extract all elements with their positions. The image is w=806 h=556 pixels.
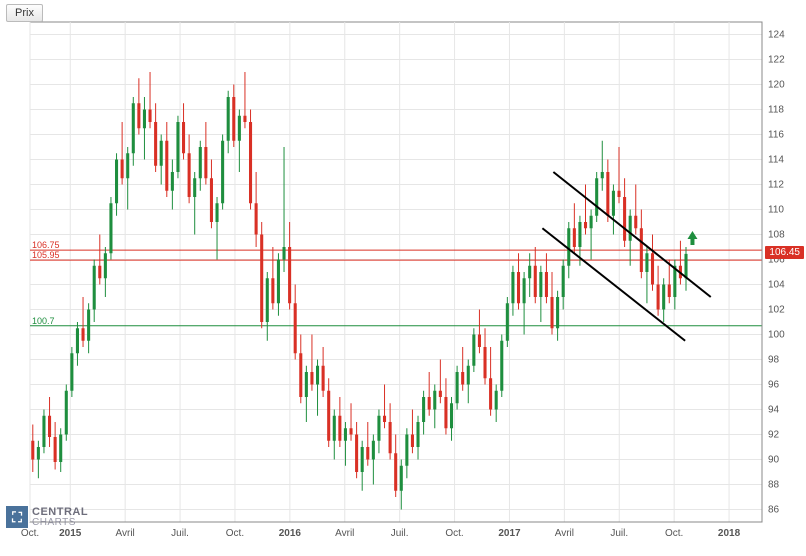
svg-text:Avril: Avril [335,528,354,539]
svg-text:124: 124 [768,30,785,41]
svg-text:100: 100 [768,330,785,341]
svg-text:92: 92 [768,430,780,441]
last-price-tag: 106.45 [765,246,804,259]
price-button[interactable]: Prix [6,4,43,22]
watermark-logo: ⛶ CENTRAL CHARTS [6,506,88,528]
svg-text:120: 120 [768,80,785,91]
svg-text:122: 122 [768,55,785,66]
svg-text:116: 116 [768,130,784,141]
hline-label: 106.75 [32,240,60,250]
hline-label: 105.95 [32,250,60,260]
logo-mark-icon: ⛶ [6,506,28,528]
logo-text-top: CENTRAL [32,507,88,518]
svg-text:102: 102 [768,305,785,316]
svg-text:Juil.: Juil. [610,528,628,539]
hline-label: 100.7 [32,316,55,326]
svg-text:Oct.: Oct. [665,528,683,539]
svg-text:112: 112 [768,180,784,191]
svg-text:98: 98 [768,355,780,366]
svg-text:Oct.: Oct. [445,528,463,539]
svg-text:2017: 2017 [498,528,521,539]
svg-text:114: 114 [768,155,784,166]
svg-text:118: 118 [768,105,784,116]
svg-text:Oct.: Oct. [21,528,39,539]
svg-text:Oct.: Oct. [226,528,244,539]
svg-text:110: 110 [768,205,784,216]
svg-text:86: 86 [768,505,780,516]
svg-text:Avril: Avril [116,528,135,539]
logo-text-bottom: CHARTS [32,518,88,528]
svg-text:94: 94 [768,405,780,416]
svg-text:Juil.: Juil. [171,528,189,539]
svg-text:108: 108 [768,230,785,241]
svg-text:104: 104 [768,280,785,291]
svg-text:96: 96 [768,380,780,391]
candlestick-chart: 8688909294969810010210410610811011211411… [0,0,806,556]
svg-text:88: 88 [768,480,780,491]
svg-text:2018: 2018 [718,528,741,539]
svg-text:90: 90 [768,455,780,466]
svg-text:2016: 2016 [279,528,302,539]
svg-text:Juil.: Juil. [391,528,409,539]
svg-text:Avril: Avril [555,528,574,539]
svg-text:2015: 2015 [59,528,82,539]
